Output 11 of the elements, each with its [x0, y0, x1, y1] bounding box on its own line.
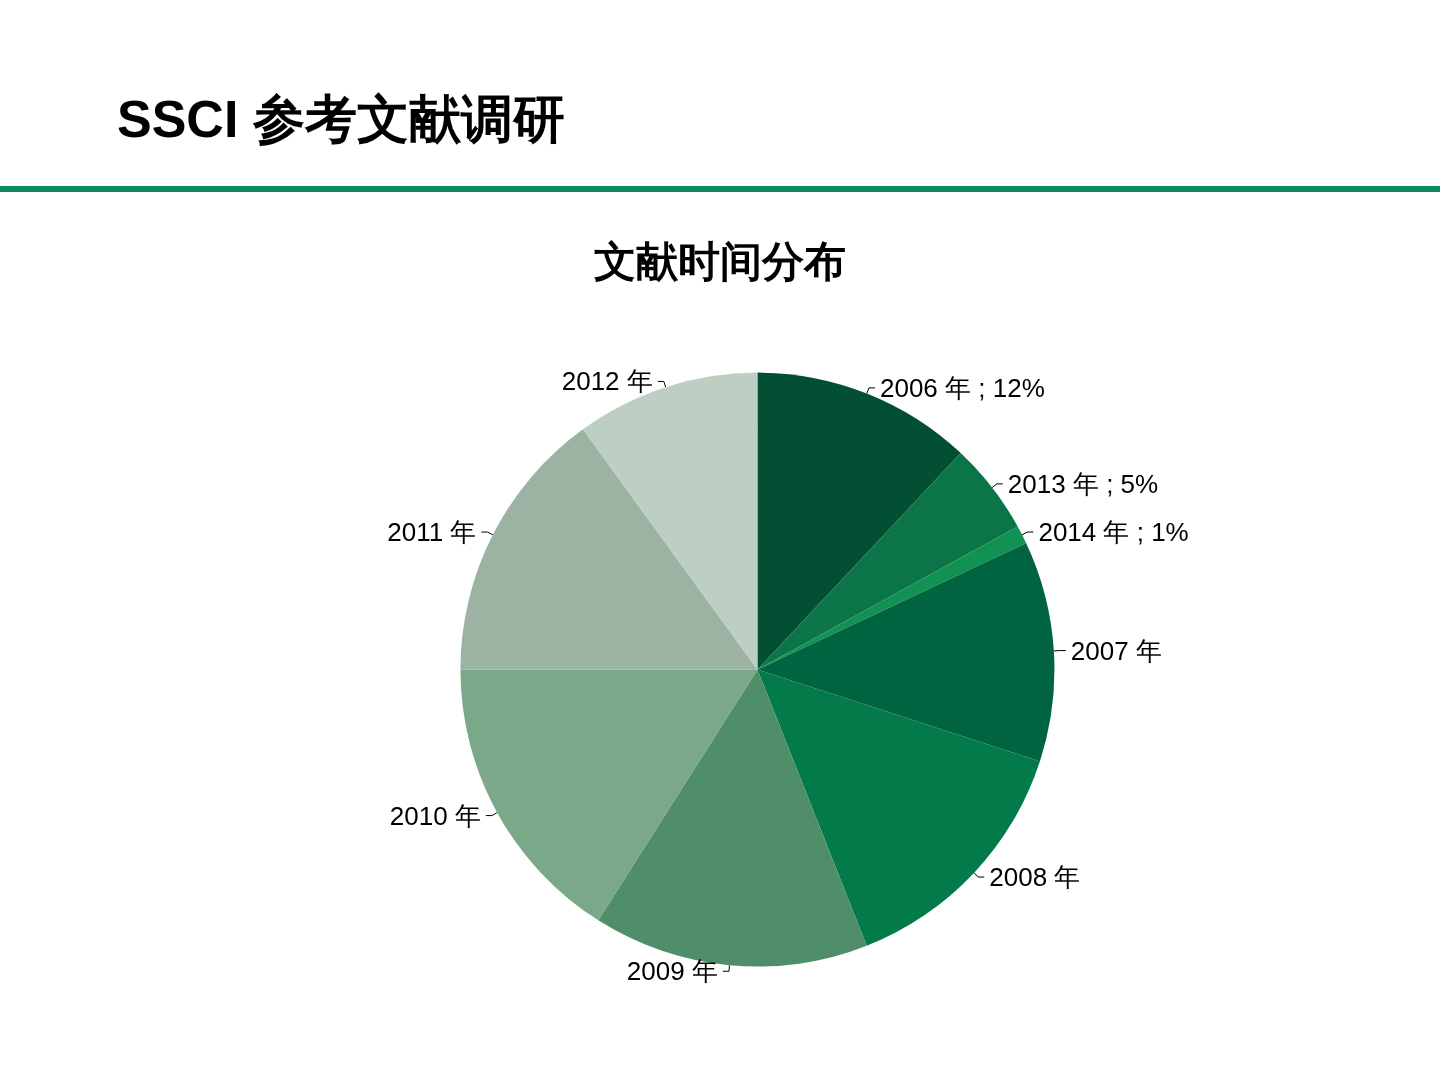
slice-label: 2013 年 ; 5%: [1007, 468, 1159, 499]
slice-label: 2008 年: [989, 862, 1081, 893]
slice-label: 2006 年 ; 12%: [879, 372, 1045, 403]
slice-label: 2012 年: [561, 366, 653, 397]
chart-title: SSCI 参考文献调研: [117, 90, 565, 148]
slice-label: 2010 年: [389, 800, 481, 831]
slice-label: 2009 年: [626, 956, 718, 987]
slice-label: 2007 年: [1070, 635, 1162, 666]
slice-label: 2014 年 ; 1%: [1038, 517, 1189, 548]
slice-label: 2011 年: [387, 517, 477, 548]
chart-subtitle: 文献时间分布: [594, 236, 846, 286]
